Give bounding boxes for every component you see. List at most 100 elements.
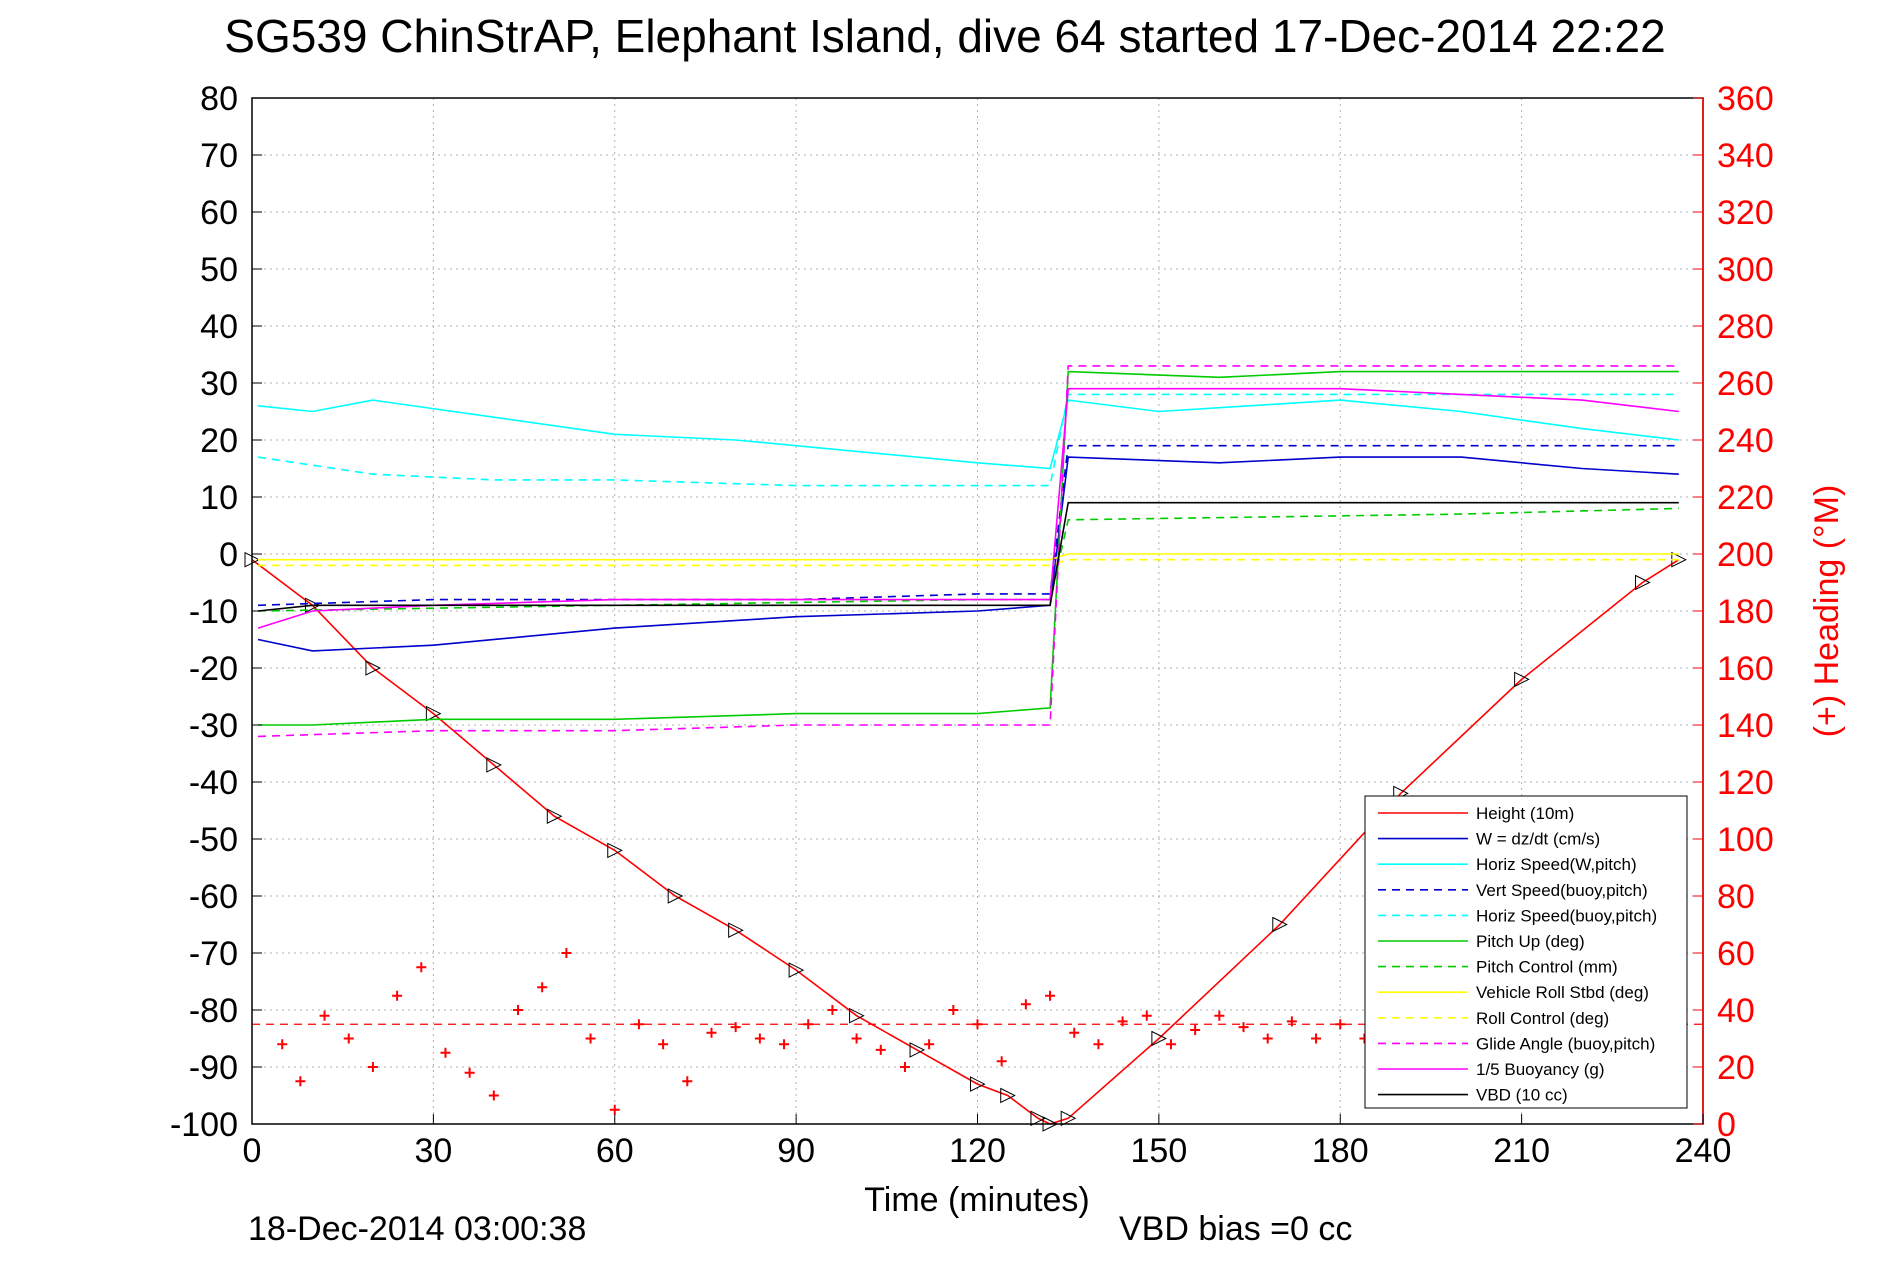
heading-point [343, 1033, 354, 1044]
depth-marker [1060, 1110, 1077, 1127]
y-tick-label: 0 [219, 536, 238, 574]
legend-label: Horiz Speed(W,pitch) [1476, 855, 1637, 874]
heading-point [827, 1005, 838, 1015]
right-tick-label: 220 [1717, 479, 1774, 517]
right-tick-label: 160 [1717, 650, 1774, 688]
heading-point [1335, 1019, 1346, 1030]
grid-lines [252, 98, 1703, 1124]
depth-marker [1030, 1110, 1047, 1127]
heading-point [730, 1022, 741, 1033]
heading-point [277, 1039, 288, 1050]
legend-box [1364, 795, 1688, 1109]
legend-label: Pitch Control (mm) [1476, 958, 1618, 977]
depth-marker [425, 705, 442, 722]
legend-label: Pitch Up (deg) [1476, 932, 1585, 951]
y-tick-label: 20 [200, 422, 238, 460]
heading-point [875, 1044, 886, 1055]
depth-marker [788, 962, 805, 978]
y-tick-label: -40 [189, 764, 238, 802]
depth-marker [1272, 916, 1288, 933]
data-series [244, 365, 1687, 1132]
right-axis-ticks: 3603403203002802602402202001801601401201… [1693, 80, 1774, 1144]
right-tick-label: 20 [1717, 1049, 1755, 1087]
y-tick-label: -10 [189, 593, 238, 631]
legend-label: Height (10m) [1476, 804, 1574, 823]
y-tick-label: -60 [189, 878, 238, 916]
heading-point [682, 1076, 693, 1087]
depth-marker [607, 842, 623, 859]
heading-point [464, 1067, 475, 1078]
y-tick-label: 10 [200, 479, 238, 517]
depth-marker [546, 808, 563, 825]
legend-label: Roll Control (deg) [1476, 1009, 1609, 1028]
depth-marker [849, 1007, 865, 1024]
heading-point [803, 1019, 814, 1030]
heading-point [1190, 1024, 1201, 1035]
y-axis-ticks: 80 70 60 50 40 30 20 10 0 -10 -20 -30 -40 -50 -60 -70 -8… [170, 80, 262, 1144]
heading-point [537, 982, 548, 993]
depth-marker [1000, 1087, 1016, 1104]
series-line [257, 501, 1679, 612]
right-tick-label: 200 [1717, 536, 1774, 574]
right-tick-label: 0 [1717, 1106, 1736, 1144]
heading-point [754, 1033, 765, 1044]
heading-point [319, 1010, 330, 1021]
y-tick-label: -20 [189, 650, 238, 688]
y-tick-label: -90 [189, 1049, 238, 1087]
heading-point [1141, 1010, 1152, 1021]
heading-point [416, 962, 427, 973]
depth-marker [1151, 1030, 1167, 1047]
x-axis-label: Time (minutes) [864, 1181, 1089, 1219]
x-tick-label: 240 [1675, 1132, 1732, 1170]
depth-marker [486, 757, 502, 773]
heading-point [513, 1005, 524, 1015]
legend-label: VBD (10 cc) [1476, 1086, 1568, 1105]
y-tick-label: 60 [200, 194, 238, 232]
series-line [257, 365, 1679, 738]
heading-point [1238, 1022, 1249, 1033]
series-line [257, 399, 1679, 470]
depth-marker [365, 660, 382, 676]
legend-label: Vehicle Roll Stbd (deg) [1476, 983, 1649, 1002]
series-line [258, 553, 1679, 561]
right-tick-label: 240 [1717, 422, 1774, 460]
x-axis-ticks: 0 30 60 90 120 150 180 210 240 [243, 1114, 1732, 1170]
heading-point [658, 1039, 669, 1050]
y-tick-label: 40 [200, 308, 238, 346]
heading-point [488, 1090, 499, 1101]
heading-point [295, 1076, 306, 1087]
heading-point [924, 1039, 935, 1050]
y-tick-label: -30 [189, 707, 238, 745]
heading-point [1020, 999, 1031, 1010]
series-line [257, 387, 1679, 629]
x-tick-label: 120 [949, 1132, 1006, 1170]
y-tick-label: -100 [170, 1106, 238, 1144]
x-tick-label: 210 [1493, 1132, 1550, 1170]
depth-marker [1514, 671, 1530, 688]
heading-point [996, 1056, 1007, 1067]
depth-marker [970, 1076, 986, 1092]
legend-label: Horiz Speed(buoy,pitch) [1476, 906, 1657, 925]
legend-label: Glide Angle (buoy,pitch) [1476, 1034, 1655, 1053]
x-tick-label: 150 [1131, 1132, 1188, 1170]
series-line [257, 393, 1679, 487]
series-line [258, 558, 1679, 567]
x-tick-label: 0 [243, 1132, 262, 1170]
series-line [251, 559, 1680, 1125]
y-tick-label: -50 [189, 821, 238, 859]
right-tick-label: 80 [1717, 878, 1755, 916]
legend: Height (10m) W = dz/dt (cm/s) Horiz Speed(… [1364, 795, 1688, 1109]
right-tick-label: 60 [1717, 935, 1755, 973]
heading-point [633, 1019, 644, 1030]
right-tick-label: 320 [1717, 194, 1774, 232]
right-tick-label: 180 [1717, 593, 1774, 631]
y-tick-label: -70 [189, 935, 238, 973]
x-tick-label: 180 [1312, 1132, 1369, 1170]
y-tick-label: 50 [200, 251, 238, 289]
right-tick-label: 300 [1717, 251, 1774, 289]
series-line [258, 370, 1679, 726]
heading-point [706, 1027, 717, 1038]
right-tick-label: 120 [1717, 764, 1774, 802]
right-tick-label: 360 [1717, 80, 1774, 118]
